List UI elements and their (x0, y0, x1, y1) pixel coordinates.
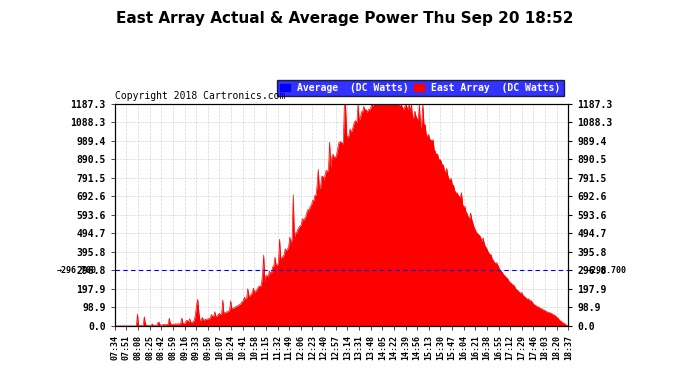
Text: →296.700: →296.700 (586, 266, 627, 275)
Legend: Average  (DC Watts), East Array  (DC Watts): Average (DC Watts), East Array (DC Watts… (277, 80, 564, 96)
Text: →296.700: →296.700 (57, 266, 97, 275)
Text: Copyright 2018 Cartronics.com: Copyright 2018 Cartronics.com (115, 91, 285, 101)
Text: East Array Actual & Average Power Thu Sep 20 18:52: East Array Actual & Average Power Thu Se… (116, 11, 574, 26)
